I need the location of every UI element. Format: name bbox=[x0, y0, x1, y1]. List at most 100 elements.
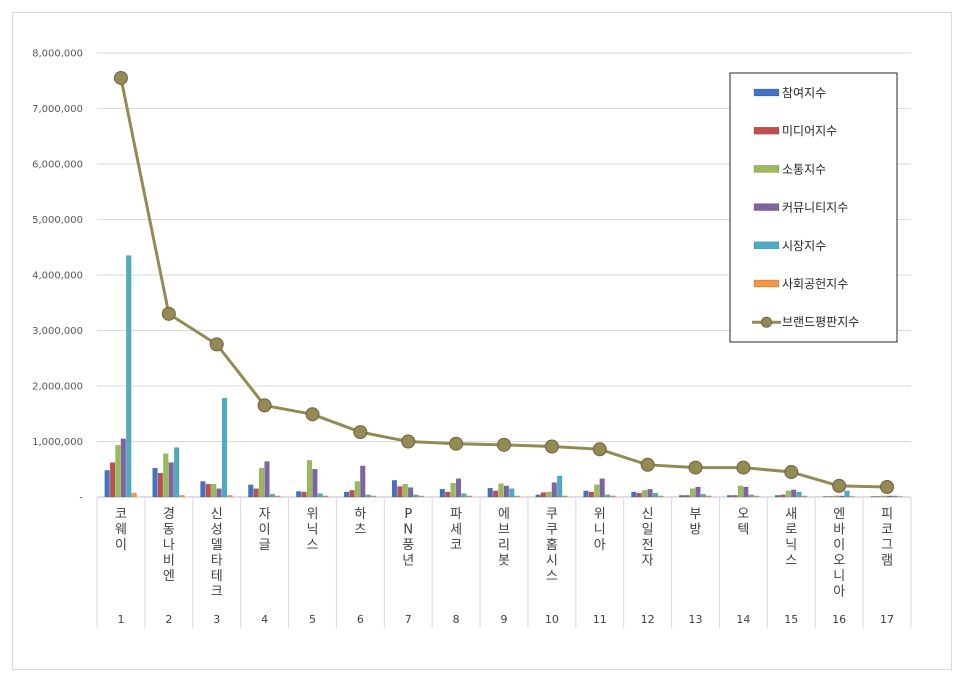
bar-series bbox=[115, 445, 887, 498]
bar bbox=[642, 490, 648, 498]
x-axis-rank-labels: 1 2 3 4 5 6 7 8 9 10 11 12 13 14 15 16 17 bbox=[117, 613, 894, 626]
rank-label: 10 bbox=[545, 613, 559, 626]
bar bbox=[679, 495, 685, 498]
bar bbox=[317, 493, 323, 498]
bar bbox=[546, 491, 552, 498]
line-point bbox=[113, 70, 128, 85]
bar bbox=[258, 467, 265, 498]
rank-label: 8 bbox=[453, 613, 460, 626]
bar bbox=[493, 490, 499, 498]
bar bbox=[737, 485, 744, 498]
bar bbox=[870, 496, 876, 498]
bar bbox=[152, 467, 158, 498]
bar bbox=[689, 488, 696, 498]
bar bbox=[301, 491, 307, 498]
rank-label: 14 bbox=[736, 613, 750, 626]
bar bbox=[780, 494, 786, 498]
bar-series bbox=[126, 255, 898, 498]
bar bbox=[120, 438, 126, 498]
bar bbox=[631, 491, 637, 498]
rank-label: 9 bbox=[501, 613, 508, 626]
line-point bbox=[544, 439, 559, 454]
bar bbox=[163, 453, 169, 498]
bar bbox=[897, 496, 903, 498]
rank-label: 16 bbox=[832, 613, 846, 626]
bar bbox=[205, 484, 211, 498]
bar bbox=[413, 494, 419, 498]
y-tick-label: 5,000,000 bbox=[32, 215, 83, 226]
legend-swatch bbox=[753, 126, 780, 135]
bar bbox=[844, 490, 850, 498]
line-point bbox=[161, 306, 176, 321]
bar bbox=[312, 469, 318, 498]
line-point bbox=[401, 434, 416, 449]
bar bbox=[439, 489, 445, 498]
bar bbox=[535, 494, 541, 498]
bar bbox=[365, 494, 371, 498]
line-point bbox=[209, 337, 224, 352]
bar-series-group bbox=[104, 255, 903, 498]
bar bbox=[174, 447, 180, 498]
bar bbox=[849, 496, 855, 498]
bar bbox=[296, 491, 302, 498]
bar bbox=[200, 481, 206, 498]
rank-label: 1 bbox=[117, 613, 124, 626]
bar bbox=[892, 495, 898, 498]
rank-label: 15 bbox=[784, 613, 798, 626]
bar bbox=[743, 486, 749, 498]
rank-label: 17 bbox=[880, 613, 894, 626]
legend-label: 소통지수 bbox=[782, 162, 826, 176]
rank-label: 5 bbox=[309, 613, 316, 626]
bar bbox=[408, 487, 414, 498]
bar bbox=[557, 475, 563, 498]
bar-series bbox=[104, 467, 876, 498]
y-tick-label: 7,000,000 bbox=[32, 104, 83, 115]
line-point bbox=[257, 398, 272, 413]
bar bbox=[876, 496, 882, 498]
bar bbox=[104, 470, 110, 498]
bar bbox=[275, 495, 281, 498]
bar bbox=[216, 488, 222, 498]
bar bbox=[349, 490, 355, 498]
bar bbox=[652, 492, 659, 498]
bar bbox=[323, 495, 329, 498]
rank-label: 6 bbox=[357, 613, 364, 626]
line-point bbox=[880, 480, 895, 495]
bar bbox=[636, 492, 642, 498]
bar bbox=[179, 495, 185, 498]
legend-swatch bbox=[753, 241, 780, 250]
line-point bbox=[449, 436, 464, 451]
bar-series bbox=[120, 438, 893, 498]
bar bbox=[838, 495, 845, 498]
bar-series bbox=[131, 492, 903, 498]
bar bbox=[466, 495, 472, 498]
line-point bbox=[784, 465, 799, 480]
y-tick-label: 1,000,000 bbox=[32, 437, 83, 448]
bar bbox=[115, 445, 121, 498]
bar bbox=[886, 495, 893, 498]
y-tick-label: 6,000,000 bbox=[32, 160, 83, 171]
bar bbox=[796, 491, 802, 498]
bar bbox=[647, 489, 653, 498]
line-point bbox=[736, 460, 751, 475]
bar bbox=[264, 461, 270, 498]
bar bbox=[168, 462, 174, 498]
legend-line-marker bbox=[761, 316, 772, 328]
rank-label: 2 bbox=[165, 613, 172, 626]
bar bbox=[551, 482, 557, 498]
bar bbox=[509, 488, 515, 498]
y-tick-label: - bbox=[79, 493, 83, 504]
bar bbox=[306, 460, 313, 498]
bar bbox=[391, 480, 398, 498]
bar bbox=[700, 494, 706, 498]
y-tick-label: 4,000,000 bbox=[32, 271, 83, 282]
bar bbox=[450, 482, 456, 498]
bar bbox=[126, 255, 132, 498]
